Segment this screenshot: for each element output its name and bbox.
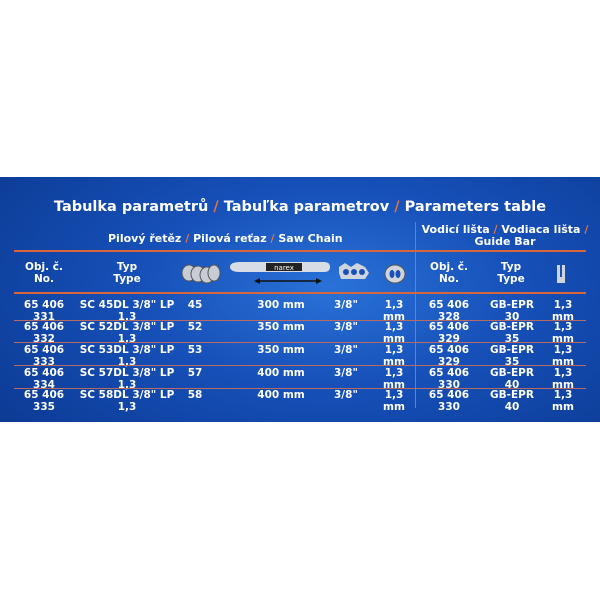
cell-links: 52: [187, 321, 203, 333]
cell-links: 58: [187, 389, 203, 401]
table-row: 65 406 333 SC 53DL 3/8" LP 1,3 53 350 mm 3/8…: [0, 344, 600, 368]
cell-links: 53: [187, 344, 203, 356]
cell-type: SC 58DL 3/8" LP 1,3: [79, 389, 175, 413]
row-divider: [14, 320, 586, 321]
separator: /: [185, 232, 190, 245]
chain-header-cz: Pilový řetěz: [108, 232, 182, 245]
separator: /: [493, 223, 498, 236]
row-divider: [14, 388, 586, 389]
cell-pitch: 3/8": [334, 321, 358, 333]
header-divider: [14, 292, 586, 294]
narex-logo: narex: [274, 264, 294, 272]
row-divider: [14, 342, 586, 343]
title-en: Parameters table: [404, 199, 547, 215]
table-row: 65 406 334 SC 57DL 3/8" LP 1,3 57 400 mm 3/8…: [0, 367, 600, 391]
separator: /: [584, 223, 589, 236]
gauge-icon: [384, 264, 406, 284]
header-bar-obj: Obj. č. No.: [419, 261, 479, 285]
header-bar-obj-cz: Obj. č.: [430, 261, 468, 273]
header-divider: [14, 250, 586, 252]
cell-obj: 65 406 335: [23, 389, 65, 413]
header-bar-obj-en: No.: [439, 273, 459, 285]
cell-pitch: 3/8": [334, 344, 358, 356]
chain-header-en: Saw Chain: [278, 232, 343, 245]
chain-header: Pilový řetěz / Pilová reťaz / Saw Chain: [108, 232, 343, 245]
title-cz: Tabulka parametrů: [53, 199, 209, 215]
header-obj-cz: Obj. č.: [25, 261, 63, 273]
row-divider: [14, 365, 586, 366]
header-type: Typ Type: [97, 261, 157, 285]
bar-header: Vodicí lišta / Vodiaca lišta / Guide Bar: [420, 224, 590, 248]
title-sk: Tabuľka parametrov: [223, 199, 390, 215]
cell-length: 350 mm: [257, 321, 305, 333]
cell-bar-obj: 65 406 330: [428, 389, 470, 413]
chain-header-sk: Pilová reťaz: [193, 232, 267, 245]
cell-bar-type: GB-EPR 40: [490, 389, 534, 413]
cell-length: 300 mm: [257, 299, 305, 311]
bar-header-en: Guide Bar: [474, 235, 536, 248]
cell-length: 350 mm: [257, 344, 305, 356]
cell-length: 400 mm: [257, 389, 305, 401]
cell-pitch: 3/8": [334, 367, 358, 379]
cell-bar-gauge: 1,3 mm: [552, 389, 574, 413]
table-row: 65 406 331 SC 45DL 3/8" LP 1,3 45 300 mm 3/8…: [0, 299, 600, 323]
cell-pitch: 3/8": [334, 299, 358, 311]
header-typ-en: Type: [113, 273, 141, 285]
header-bar-type: Typ Type: [481, 261, 541, 285]
header-obj-en: No.: [34, 273, 54, 285]
header-obj: Obj. č. No.: [14, 261, 74, 285]
title-separator: /: [394, 199, 400, 215]
cell-length: 400 mm: [257, 367, 305, 379]
bar-length-icon: narex: [230, 262, 330, 284]
table-row: 65 406 332 SC 52DL 3/8" LP 1,3 52 350 mm 3/8…: [0, 321, 600, 345]
column-divider: [415, 222, 416, 408]
cell-links: 45: [187, 299, 203, 311]
header-bar-typ-cz: Typ: [500, 261, 522, 273]
bar-header-cz: Vodicí lišta: [421, 223, 490, 236]
bar-groove-icon: [557, 265, 565, 283]
separator: /: [270, 232, 275, 245]
header-typ-cz: Typ: [116, 261, 138, 273]
cell-gauge: 1,3 mm: [383, 389, 405, 413]
bar-header-sk: Vodiaca lišta: [501, 223, 581, 236]
cell-links: 57: [187, 367, 203, 379]
drive-links-icon: [181, 264, 221, 284]
table-title: Tabulka parametrů / Tabuľka parametrov /…: [0, 199, 600, 215]
chain-pitch-icon: [339, 263, 369, 279]
cell-pitch: 3/8": [334, 389, 358, 401]
title-separator: /: [213, 199, 219, 215]
header-bar-typ-en: Type: [497, 273, 525, 285]
parameters-table: Tabulka parametrů / Tabuľka parametrov /…: [0, 177, 600, 422]
table-row: 65 406 335 SC 58DL 3/8" LP 1,3 58 400 mm 3/8…: [0, 389, 600, 413]
